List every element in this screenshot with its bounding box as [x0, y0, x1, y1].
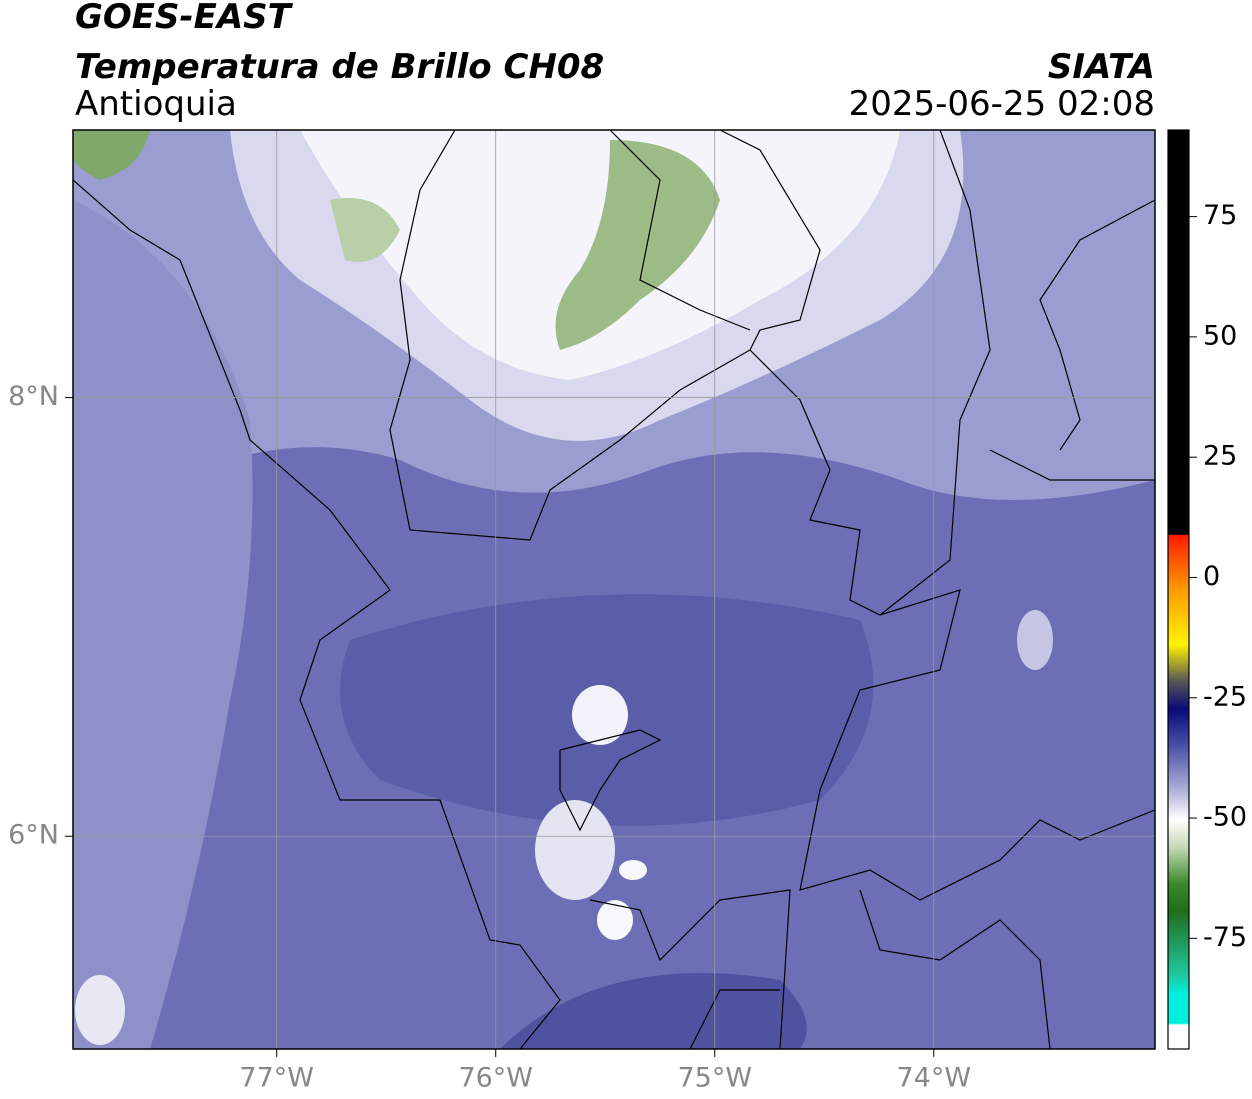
title: GOES-EAST [75, 0, 294, 37]
source: SIATA [1048, 47, 1155, 87]
map-field [73, 130, 1155, 1049]
x-tick-label: 75°W [677, 1063, 752, 1094]
colorbar-tick-label: 75 [1203, 200, 1237, 231]
colorbar-tick-label: -75 [1203, 922, 1247, 953]
colorbar-tick-label: -50 [1203, 802, 1247, 833]
colorbar-tick-label: -25 [1203, 681, 1247, 712]
x-tick-label: 74°W [897, 1063, 972, 1094]
colorbar [1167, 129, 1190, 1050]
y-tick-label: 8°N [8, 381, 59, 412]
subtitle: Temperatura de Brillo CH08 [75, 47, 604, 87]
y-tick-label: 6°N [8, 820, 59, 851]
colorbar-tick-label: 25 [1203, 441, 1237, 472]
region: Antioquia [75, 84, 237, 124]
x-tick-label: 77°W [239, 1063, 314, 1094]
map-frame [72, 129, 1156, 1050]
grid [73, 130, 1155, 1049]
x-tick-label: 76°W [458, 1063, 533, 1094]
colorbar-tick-label: 0 [1203, 561, 1220, 592]
datetime: 2025-06-25 02:08 [849, 84, 1155, 124]
colorbar-tick-label: 50 [1203, 320, 1237, 351]
